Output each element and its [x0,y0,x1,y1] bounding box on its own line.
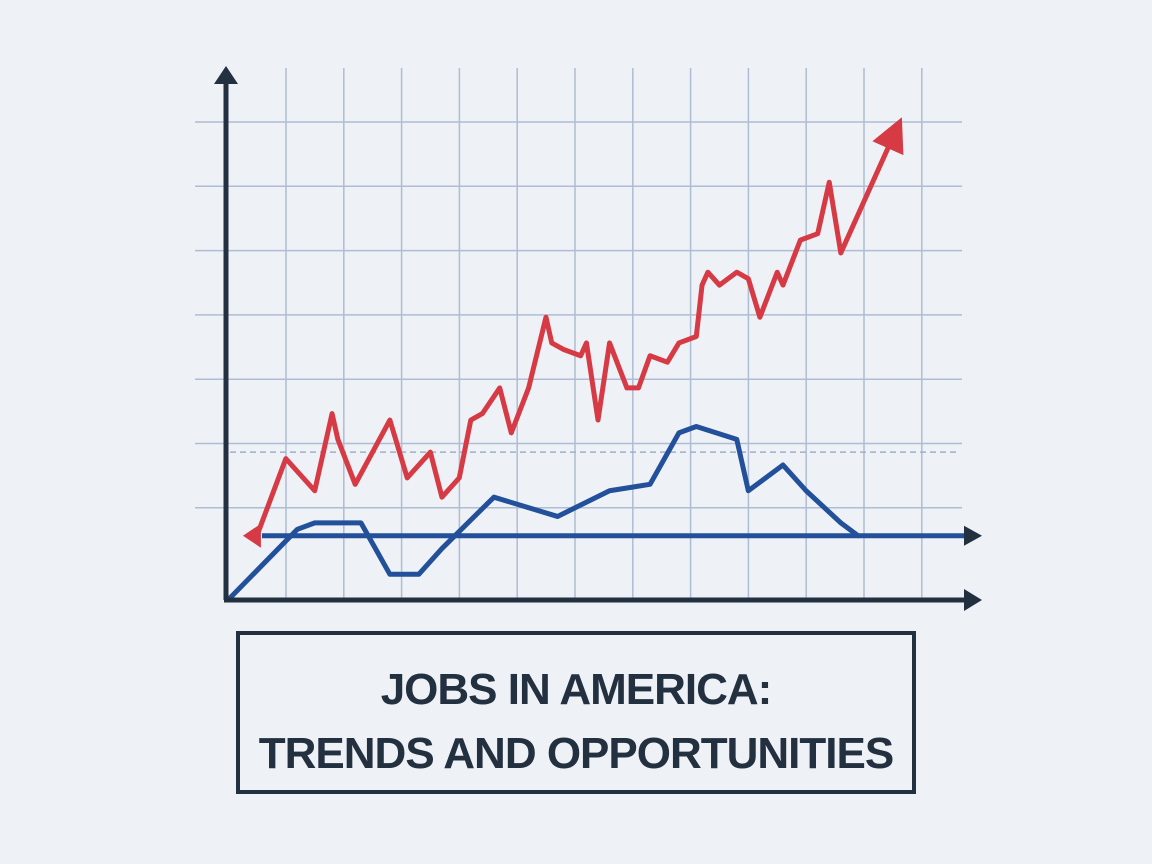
title-box [236,631,916,794]
plot [225,117,982,603]
y-axis-arrow [214,66,238,84]
grid [195,68,962,600]
chart-title: JOBS IN AMERICA: [381,665,772,714]
series-line [225,423,861,603]
chart-title: TRENDS AND OPPORTUNITIES [259,729,893,778]
series-line [254,134,896,539]
series-start [242,523,261,548]
reference-arrow [964,525,982,546]
series-arrow [872,117,904,156]
axes [214,66,982,611]
x-axis-arrow [964,589,982,611]
